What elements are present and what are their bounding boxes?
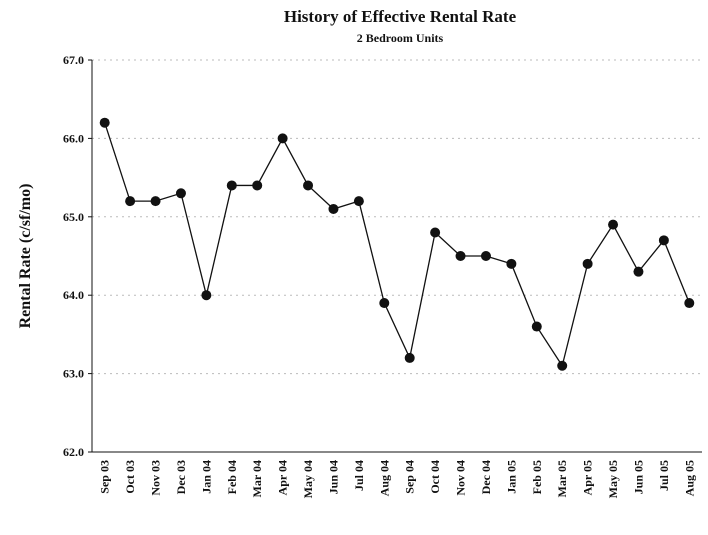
x-tick-label: Nov 03 bbox=[149, 460, 163, 496]
x-tick-label: Feb 04 bbox=[225, 460, 239, 494]
x-tick-label: Jun 04 bbox=[326, 460, 340, 494]
line bbox=[104, 122, 690, 368]
x-tick-label: Jun 05 bbox=[631, 460, 645, 494]
x-tick-label: Apr 05 bbox=[581, 460, 595, 495]
chart-title: History of Effective Rental Rate bbox=[284, 7, 517, 26]
x-tick-label: Mar 05 bbox=[555, 460, 569, 497]
point bbox=[303, 180, 314, 191]
point bbox=[455, 251, 466, 261]
point bbox=[582, 258, 593, 269]
x-tick-label: Feb 05 bbox=[530, 460, 544, 494]
point bbox=[201, 290, 212, 301]
point bbox=[99, 117, 110, 128]
point bbox=[175, 188, 186, 199]
point bbox=[125, 196, 136, 207]
x-tick-label: Aug 05 bbox=[682, 460, 696, 496]
point bbox=[252, 180, 263, 191]
point bbox=[658, 235, 669, 246]
x-tick-label: Sep 03 bbox=[98, 460, 112, 494]
y-tick-label: 63.0 bbox=[63, 367, 84, 381]
point bbox=[379, 298, 390, 309]
chart-subtitle: 2 Bedroom Units bbox=[357, 31, 444, 45]
x-tick-label: Aug 04 bbox=[377, 460, 391, 496]
x-tick-label: Jul 05 bbox=[657, 460, 671, 491]
x-tick-label: Jan 04 bbox=[199, 460, 213, 494]
point bbox=[633, 266, 644, 277]
point bbox=[608, 219, 619, 230]
point bbox=[480, 251, 491, 261]
y-tick-label: 65.0 bbox=[63, 210, 84, 224]
x-tick-label: Dec 04 bbox=[479, 460, 493, 494]
point bbox=[404, 352, 415, 363]
x-tick-label: Jan 05 bbox=[504, 460, 518, 494]
point bbox=[506, 258, 517, 269]
point bbox=[328, 203, 339, 214]
x-tick-label: May 04 bbox=[301, 460, 315, 498]
x-tick-label: Jul 04 bbox=[352, 460, 366, 491]
x-tick-label: Apr 04 bbox=[276, 460, 290, 495]
y-tick-label: 67.0 bbox=[63, 53, 84, 67]
x-tick-label: Sep 04 bbox=[403, 460, 417, 494]
point bbox=[531, 321, 542, 332]
point bbox=[430, 227, 441, 238]
x-tick-label: Nov 04 bbox=[454, 460, 468, 496]
point bbox=[684, 298, 695, 309]
point bbox=[226, 180, 237, 191]
x-tick-label: Dec 03 bbox=[174, 460, 188, 494]
y-tick-label: 64.0 bbox=[63, 288, 84, 302]
x-tick-label: Oct 03 bbox=[123, 460, 137, 494]
y-tick-label: 66.0 bbox=[63, 131, 84, 145]
x-tick-label: Oct 04 bbox=[428, 460, 442, 494]
point bbox=[557, 360, 568, 371]
y-tick-label: 62.0 bbox=[63, 445, 84, 459]
point bbox=[353, 196, 364, 207]
point bbox=[277, 133, 288, 144]
point bbox=[150, 196, 161, 207]
x-tick-label: May 05 bbox=[606, 460, 620, 498]
y-axis-label: Rental Rate (c/sf/mo) bbox=[17, 184, 34, 329]
x-tick-label: Mar 04 bbox=[250, 460, 264, 497]
